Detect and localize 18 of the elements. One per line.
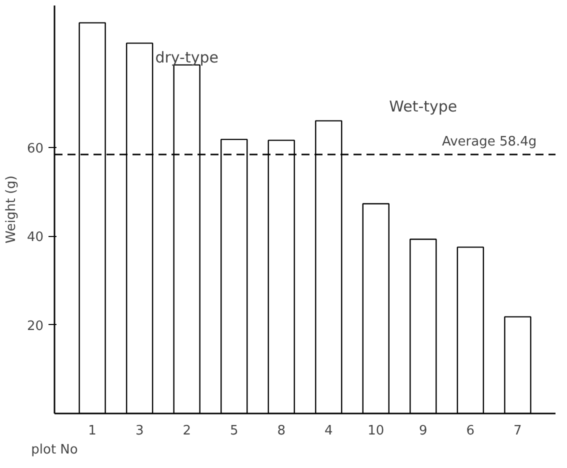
x-tick-label: 9 [419,424,428,438]
x-tick-label: 1 [88,424,96,438]
y-tick-label: 60 [26,141,44,156]
annotation: dry-type [155,48,218,67]
x-tick-label: 4 [324,424,333,438]
y-tick-label: 20 [26,318,44,334]
x-tick-label: 7 [514,424,522,438]
x-axis-title: plot No [31,442,78,458]
y-tick-label: 40 [26,230,44,246]
x-tick-label: 5 [230,424,238,438]
x-tick-label: 10 [368,424,384,438]
x-tick-label: 6 [466,424,475,438]
annotation: Wet-type [389,98,458,116]
ref-line-label: Average 58.4g [442,134,537,150]
x-tick-label: 2 [182,424,191,438]
x-tick-label: 3 [135,424,144,438]
x-tick-label: 8 [277,424,286,438]
y-axis-title: Weight (g) [4,176,19,244]
